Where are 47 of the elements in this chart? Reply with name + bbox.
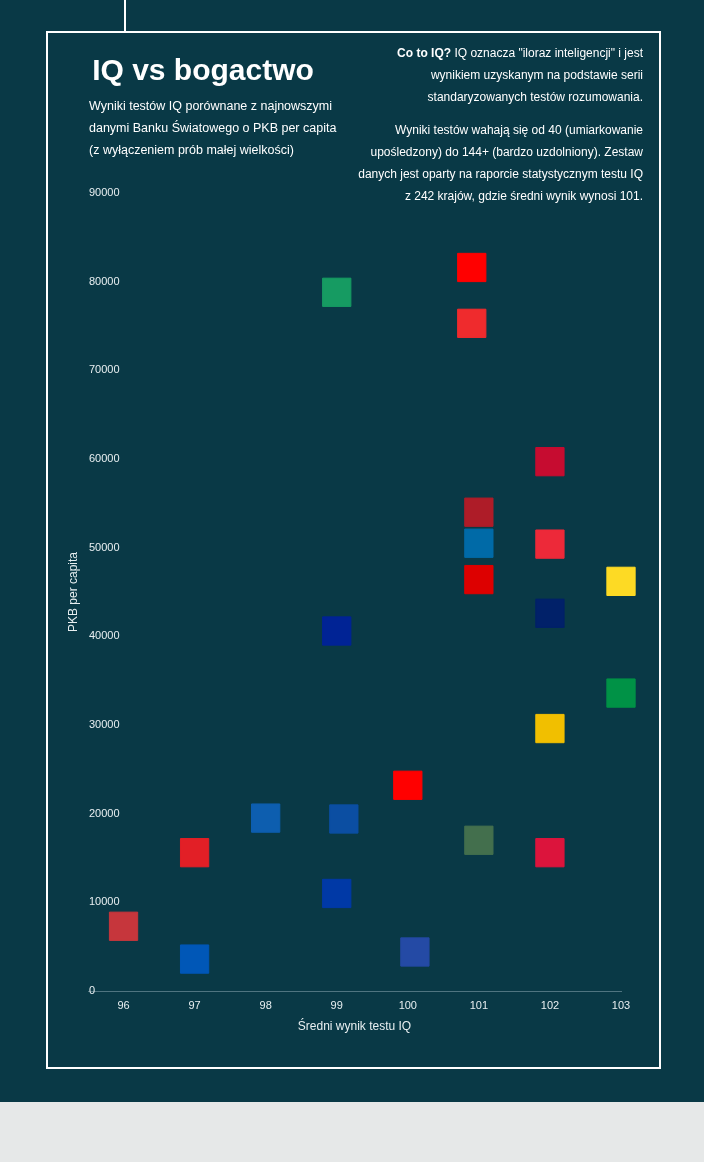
point bbox=[457, 252, 487, 283]
x-tick-label: 101 bbox=[469, 998, 489, 1011]
x-tick-label: 100 bbox=[398, 998, 417, 1011]
point bbox=[535, 838, 565, 868]
y-tick-label: 10000 bbox=[89, 895, 120, 908]
y-tick-label: 60000 bbox=[89, 452, 120, 465]
y-tick-label: 80000 bbox=[89, 274, 120, 287]
point bbox=[322, 878, 352, 909]
chart-title: IQ vs bogactwo bbox=[91, 52, 315, 88]
x-tick-label: 97 bbox=[188, 998, 201, 1011]
point bbox=[329, 804, 359, 834]
point bbox=[393, 770, 423, 800]
point bbox=[322, 277, 352, 307]
point bbox=[606, 566, 636, 596]
text: Co to IQ? bbox=[397, 46, 452, 60]
y-axis-title: PKB per capita bbox=[65, 551, 80, 633]
point bbox=[464, 528, 494, 558]
point bbox=[108, 911, 139, 941]
point bbox=[464, 564, 494, 595]
x-tick-label: 102 bbox=[540, 998, 560, 1011]
point bbox=[400, 937, 430, 967]
y-tick-label: 70000 bbox=[89, 363, 120, 376]
x-tick-label: 96 bbox=[117, 998, 130, 1011]
annotation: Wyniki testów wahają się od 40 (umiarkowanie upośledzony) do 144+ (bardzo uzdolniony). Zestaw danych jest oparty na raporcie statystycznym testu IQ z 242 krajów, gdzie średni wynik wynosi 101. bbox=[357, 122, 643, 205]
point bbox=[464, 825, 494, 855]
point bbox=[535, 598, 565, 628]
point bbox=[535, 447, 565, 477]
x-axis-title: Średni wynik testu IQ bbox=[297, 1018, 412, 1034]
point bbox=[322, 616, 352, 646]
point bbox=[535, 713, 565, 744]
y-tick-label: 30000 bbox=[89, 718, 120, 731]
x-tick-label: 99 bbox=[330, 998, 343, 1011]
point bbox=[251, 803, 281, 833]
point bbox=[606, 678, 636, 708]
x-tick-label: 103 bbox=[611, 998, 631, 1011]
chart-subtitle: Wyniki testów IQ porównane z najnowszymi danymi Banku Światowego o PKB per capita (z wyłączeniem prób małej wielkości) bbox=[89, 98, 338, 159]
point bbox=[457, 308, 487, 338]
y-tick-label: 90000 bbox=[89, 186, 120, 199]
point bbox=[179, 838, 210, 868]
y-tick-label: 20000 bbox=[89, 806, 120, 819]
point bbox=[179, 944, 210, 974]
y-tick-label: 40000 bbox=[89, 629, 120, 642]
point bbox=[464, 497, 494, 527]
y-tick-label: 0 bbox=[89, 984, 96, 997]
point bbox=[535, 529, 565, 559]
x-tick-label: 98 bbox=[259, 998, 272, 1011]
y-tick-label: 50000 bbox=[89, 540, 120, 553]
